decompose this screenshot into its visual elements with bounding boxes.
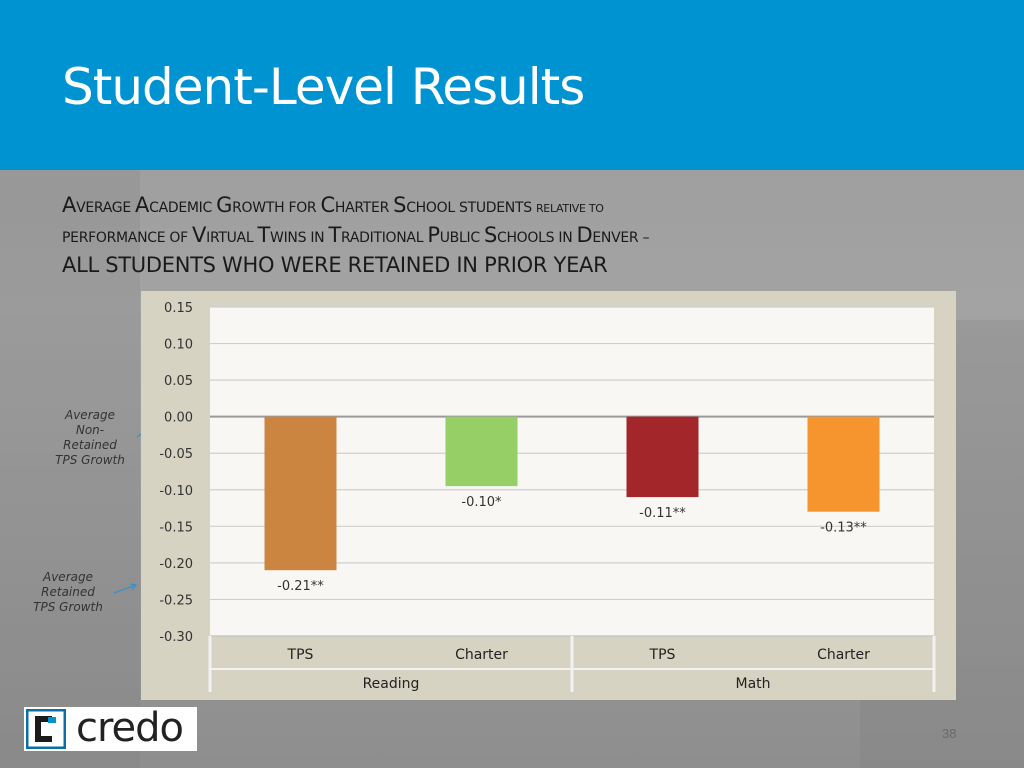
x-tick-label: Charter bbox=[817, 647, 870, 663]
bar bbox=[807, 416, 880, 512]
slide-title: Student-Level Results bbox=[62, 58, 585, 116]
subtitle-text: ROWTH FOR bbox=[232, 200, 321, 216]
note-line: Retained bbox=[63, 438, 117, 452]
slide-header: Student-Level Results bbox=[0, 0, 1024, 170]
subtitle-line-1: AVERAGE ACADEMIC GROWTH FOR CHARTER SCHO… bbox=[62, 192, 962, 222]
data-label: -0.13** bbox=[820, 521, 867, 536]
group-label: Math bbox=[735, 676, 770, 692]
subtitle-text: CADEMIC bbox=[149, 200, 217, 216]
subtitle-text: D bbox=[576, 223, 593, 247]
subtitle-text: CHOOL STUDENTS bbox=[406, 200, 536, 216]
bar bbox=[445, 416, 518, 487]
data-label: -0.10* bbox=[461, 495, 502, 510]
y-tick-label: -0.30 bbox=[159, 630, 193, 645]
y-tick-label: -0.20 bbox=[159, 557, 193, 572]
data-label: -0.11** bbox=[639, 506, 686, 521]
subtitle-line-2: PERFORMANCE OF VIRTUAL TWINS IN TRADITIO… bbox=[62, 222, 962, 252]
subtitle-text: T bbox=[257, 223, 271, 247]
x-tick-label: TPS bbox=[287, 647, 314, 663]
subtitle-text: PERFORMANCE OF bbox=[62, 230, 193, 246]
x-tick-label: Charter bbox=[455, 647, 508, 663]
page-number: 38 bbox=[942, 726, 957, 741]
subtitle-text: S bbox=[483, 223, 497, 247]
subtitle-text: IRTUAL bbox=[206, 230, 258, 246]
subtitle-text: A bbox=[135, 193, 150, 217]
subtitle-text: RADITIONAL bbox=[341, 230, 428, 246]
y-tick-label: -0.15 bbox=[159, 520, 193, 535]
subtitle-text: C bbox=[320, 193, 336, 217]
data-label: -0.21** bbox=[277, 579, 324, 594]
subtitle-text: HARTER bbox=[334, 200, 394, 216]
note-retained: Average Retained TPS Growth bbox=[30, 570, 106, 615]
y-tick-label: 0.00 bbox=[164, 411, 193, 426]
subtitle-text: G bbox=[216, 193, 233, 217]
subtitle-text: UBLIC bbox=[439, 230, 484, 246]
subtitle-text: P bbox=[427, 223, 440, 247]
credo-logo: credo bbox=[24, 705, 197, 751]
chart-panel: 0.15 0.10 0.05 0.00 -0.05 -0.10 -0.15 -0.20 -0.2… bbox=[141, 291, 956, 700]
logo-wordmark: credo bbox=[76, 705, 184, 751]
subtitle-text: WINS IN bbox=[270, 230, 329, 246]
subtitle-text: T bbox=[328, 223, 341, 247]
note-non-retained: Average Non- Retained TPS Growth bbox=[52, 408, 128, 468]
subtitle-text: A bbox=[62, 193, 77, 217]
note-line: TPS Growth bbox=[33, 600, 103, 614]
y-tick-label: -0.05 bbox=[159, 447, 193, 462]
note-line: Retained bbox=[41, 585, 95, 599]
subtitle-text: S bbox=[393, 193, 407, 217]
chart-subtitle: AVERAGE ACADEMIC GROWTH FOR CHARTER SCHO… bbox=[62, 192, 962, 279]
y-tick-label: 0.05 bbox=[164, 374, 193, 389]
subtitle-text: VERAGE bbox=[76, 200, 136, 216]
subtitle-text: CHOOLS IN bbox=[496, 230, 577, 246]
y-tick-label: 0.10 bbox=[164, 338, 193, 353]
subtitle-line-3: ALL STUDENTS WHO WERE RETAINED IN PRIOR … bbox=[62, 253, 608, 277]
group-label: Reading bbox=[363, 676, 420, 692]
subtitle-text: RELATIVE TO bbox=[535, 202, 604, 215]
note-line: Average bbox=[65, 408, 115, 422]
note-line: Non- bbox=[75, 423, 105, 437]
y-tick-label: 0.15 bbox=[164, 301, 193, 316]
y-tick-label: -0.10 bbox=[159, 484, 193, 499]
x-tick-label: TPS bbox=[649, 647, 676, 663]
bar-chart: 0.15 0.10 0.05 0.00 -0.05 -0.10 -0.15 -0.20 -0.2… bbox=[159, 301, 936, 692]
background-building-left bbox=[0, 170, 140, 768]
bar bbox=[626, 416, 699, 498]
y-tick-label: -0.25 bbox=[159, 593, 193, 608]
subtitle-text: V bbox=[192, 223, 207, 247]
note-line: Average bbox=[43, 570, 93, 584]
bar bbox=[264, 416, 337, 571]
note-line: TPS Growth bbox=[55, 453, 125, 467]
credo-logo-mark bbox=[26, 709, 66, 749]
subtitle-text: ENVER – bbox=[592, 230, 650, 246]
